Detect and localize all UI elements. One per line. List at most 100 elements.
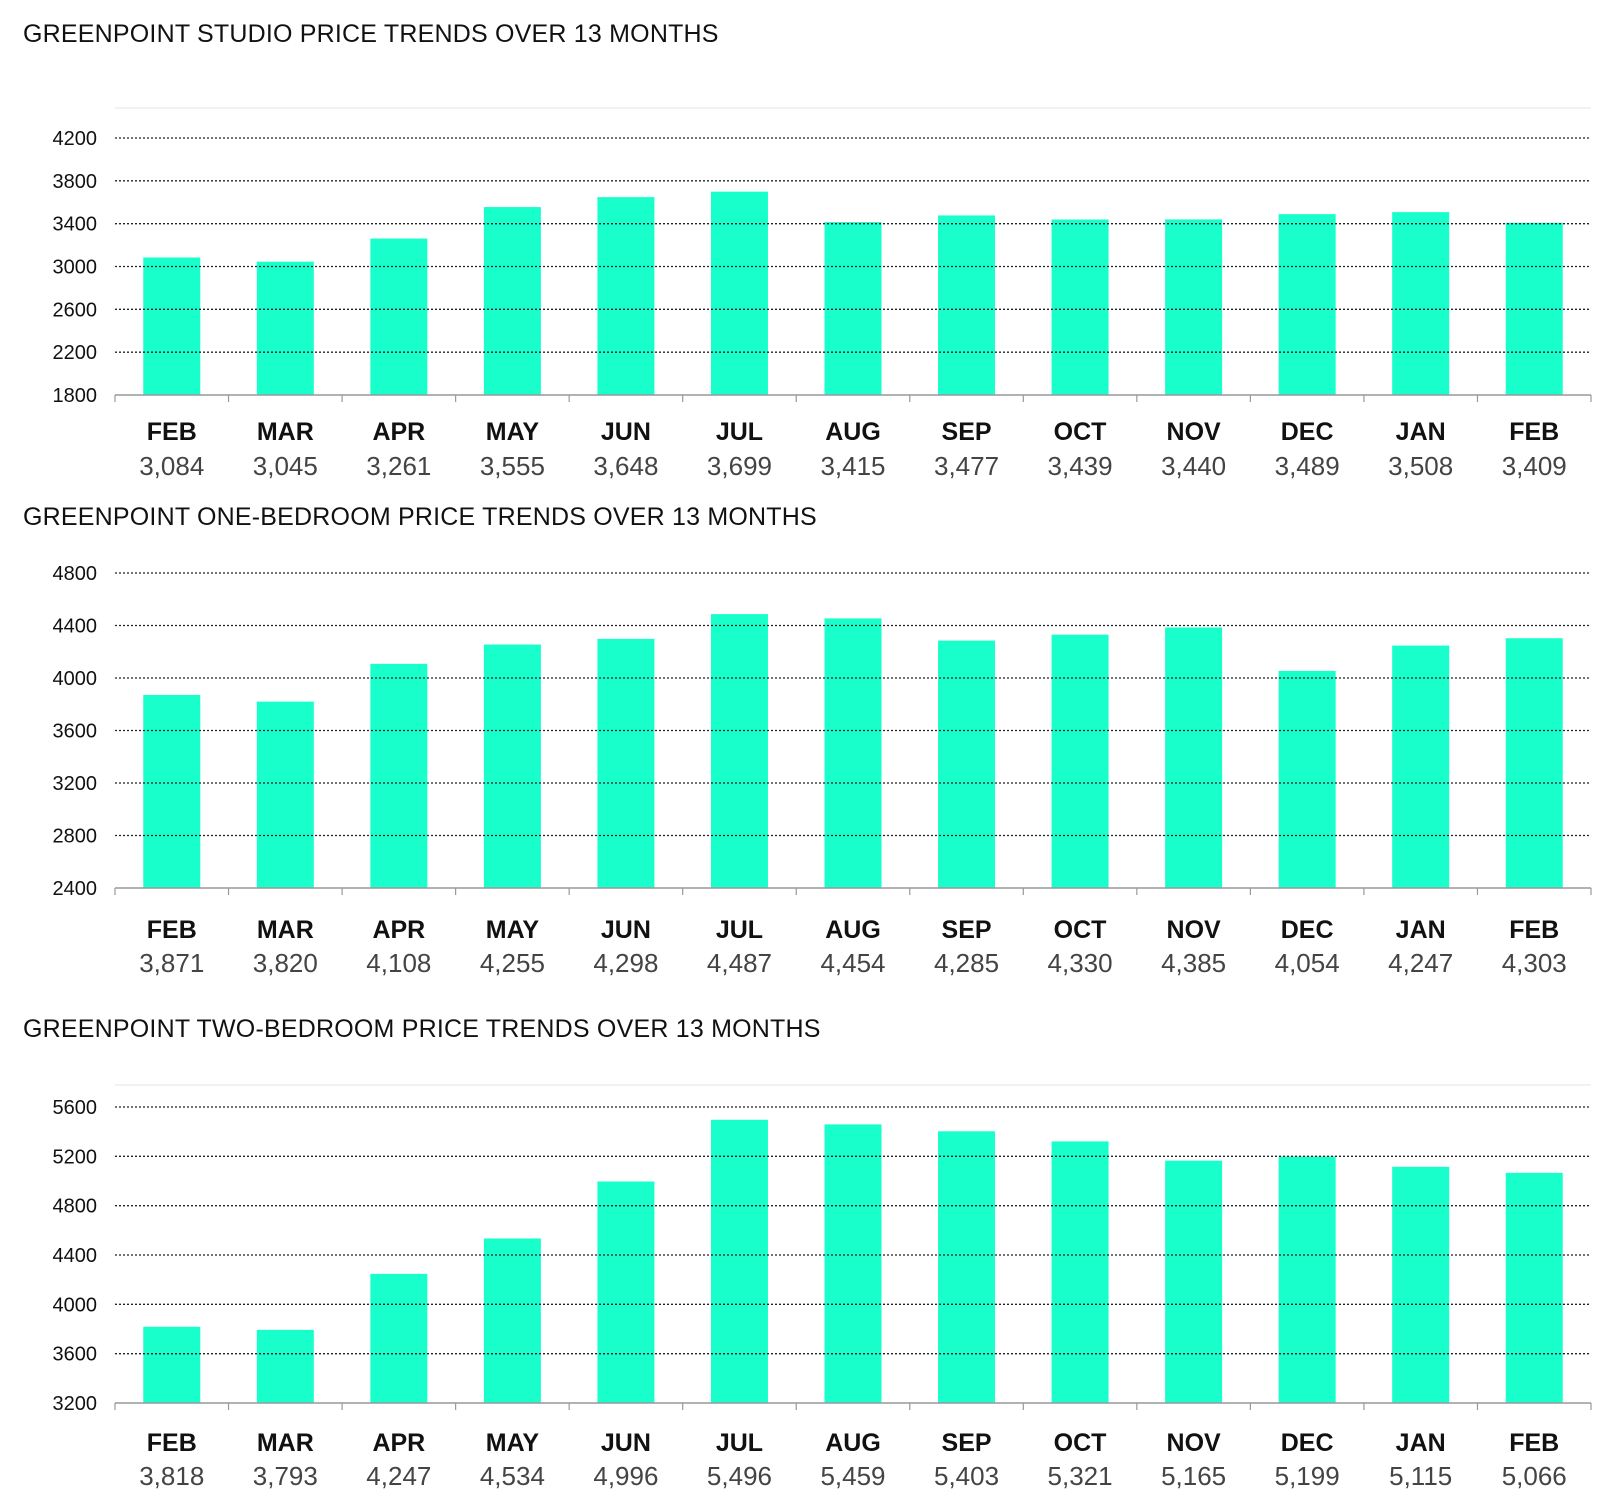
chart-one-bedroom: 2400 2800 3200 3600 4000 4400 4800 FEB 3,871 MAR 3… [53,563,1592,978]
data-label: 3,084 [139,451,204,481]
x-tick-label: AUG [825,916,881,944]
data-label: 3,415 [820,451,885,481]
bar [1392,212,1450,395]
bar [1392,645,1450,888]
data-label: 5,459 [820,1461,885,1491]
bar [1051,219,1109,395]
data-label: 5,496 [707,1461,772,1491]
data-label: 3,555 [480,451,545,481]
y-tick-label: 3200 [53,1393,98,1415]
data-label: 4,385 [1161,948,1226,978]
y-tick-label: 4000 [53,1294,98,1316]
y-tick-label: 3200 [53,773,98,795]
bar [1278,214,1336,395]
bar [256,701,314,888]
data-label: 3,045 [253,451,318,481]
x-tick-label: JUN [601,1429,651,1457]
data-label: 4,996 [593,1461,658,1491]
bar [256,261,314,395]
data-label: 4,534 [480,1461,545,1491]
bar [824,222,882,395]
x-tick-label: AUG [825,1429,881,1457]
y-tick-label: 2600 [53,299,98,321]
bar [143,694,201,888]
x-tick-label: NOV [1167,916,1222,944]
x-tick-label: JAN [1396,418,1446,446]
x-tick-label: MAY [486,916,540,944]
y-tick-label: 2800 [53,826,98,848]
x-tick-label: MAR [257,1429,314,1457]
x-tick-label: APR [372,418,425,446]
chart-panel-one-bedroom: GREENPOINT ONE-BEDROOM PRICE TRENDS OVER… [0,503,1600,990]
x-tick-label: OCT [1054,916,1107,944]
bar [1165,1160,1223,1403]
data-label: 3,489 [1275,451,1340,481]
x-tick-label: FEB [147,1429,197,1457]
bar [824,1124,882,1403]
x-tick-label: NOV [1167,1429,1222,1457]
y-tick-label: 4800 [53,563,98,585]
x-tick-label: MAR [257,418,314,446]
bar [483,1238,541,1403]
chart-panel-studio: GREENPOINT STUDIO PRICE TRENDS OVER 13 M… [0,20,1600,481]
bar [1278,670,1336,888]
x-tick-label: FEB [1509,916,1559,944]
data-label: 4,247 [366,1461,431,1491]
y-tick-label: 5200 [53,1146,98,1168]
chart-panel-two-bedroom: GREENPOINT TWO-BEDROOM PRICE TRENDS OVER… [0,1015,1600,1506]
bar [1278,1156,1336,1403]
data-label: 4,255 [480,948,545,978]
chart-title: GREENPOINT STUDIO PRICE TRENDS OVER 13 M… [23,20,719,48]
y-tick-label: 4800 [53,1196,98,1218]
y-tick-label: 4000 [53,668,98,690]
x-tick-label: JUL [716,916,763,944]
bar [1392,1166,1450,1403]
x-tick-label: JAN [1396,916,1446,944]
data-label: 3,699 [707,451,772,481]
y-tick-label: 3000 [53,257,98,279]
bar [143,1326,201,1403]
x-tick-label: FEB [147,916,197,944]
data-label: 4,454 [820,948,885,978]
bar [256,1329,314,1403]
bar [710,614,768,888]
chart-title: GREENPOINT TWO-BEDROOM PRICE TRENDS OVER… [23,1015,821,1043]
data-label: 3,261 [366,451,431,481]
y-tick-label: 4400 [53,1245,98,1267]
data-label: 3,648 [593,451,658,481]
data-label: 4,285 [934,948,999,978]
bar [597,638,655,888]
x-tick-label: SEP [942,1429,992,1457]
data-label: 3,871 [139,948,204,978]
data-label: 3,440 [1161,451,1226,481]
bar [1051,634,1109,888]
bar [483,207,541,395]
data-label: 4,303 [1502,948,1567,978]
x-tick-label: FEB [1509,418,1559,446]
y-tick-label: 3600 [53,1344,98,1366]
bar [370,663,428,888]
bar [143,257,201,395]
x-tick-label: AUG [825,418,881,446]
chart-studio: 1800 2200 2600 3000 3400 3800 4200 FEB 3,084 MAR 3… [53,107,1592,481]
x-tick-label: JUL [716,418,763,446]
bar [1165,219,1223,395]
x-tick-label: DEC [1281,916,1334,944]
data-label: 4,487 [707,948,772,978]
x-tick-label: SEP [942,418,992,446]
y-tick-label: 4400 [53,616,98,638]
x-tick-label: JUN [601,916,651,944]
bar [824,618,882,888]
bar [1505,1172,1563,1403]
chart-two-bedroom: 3200 3600 4000 4400 4800 5200 5600 FEB 3,818 MAR 3… [53,1084,1592,1491]
x-tick-label: DEC [1281,418,1334,446]
y-tick-label: 1800 [53,385,98,407]
y-tick-label: 5600 [53,1097,98,1119]
bar [1165,627,1223,888]
x-tick-label: FEB [1509,1429,1559,1457]
x-tick-label: JAN [1396,1429,1446,1457]
y-tick-label: 2400 [53,878,98,900]
data-label: 5,165 [1161,1461,1226,1491]
bar [1051,1141,1109,1403]
bar [1505,222,1563,395]
